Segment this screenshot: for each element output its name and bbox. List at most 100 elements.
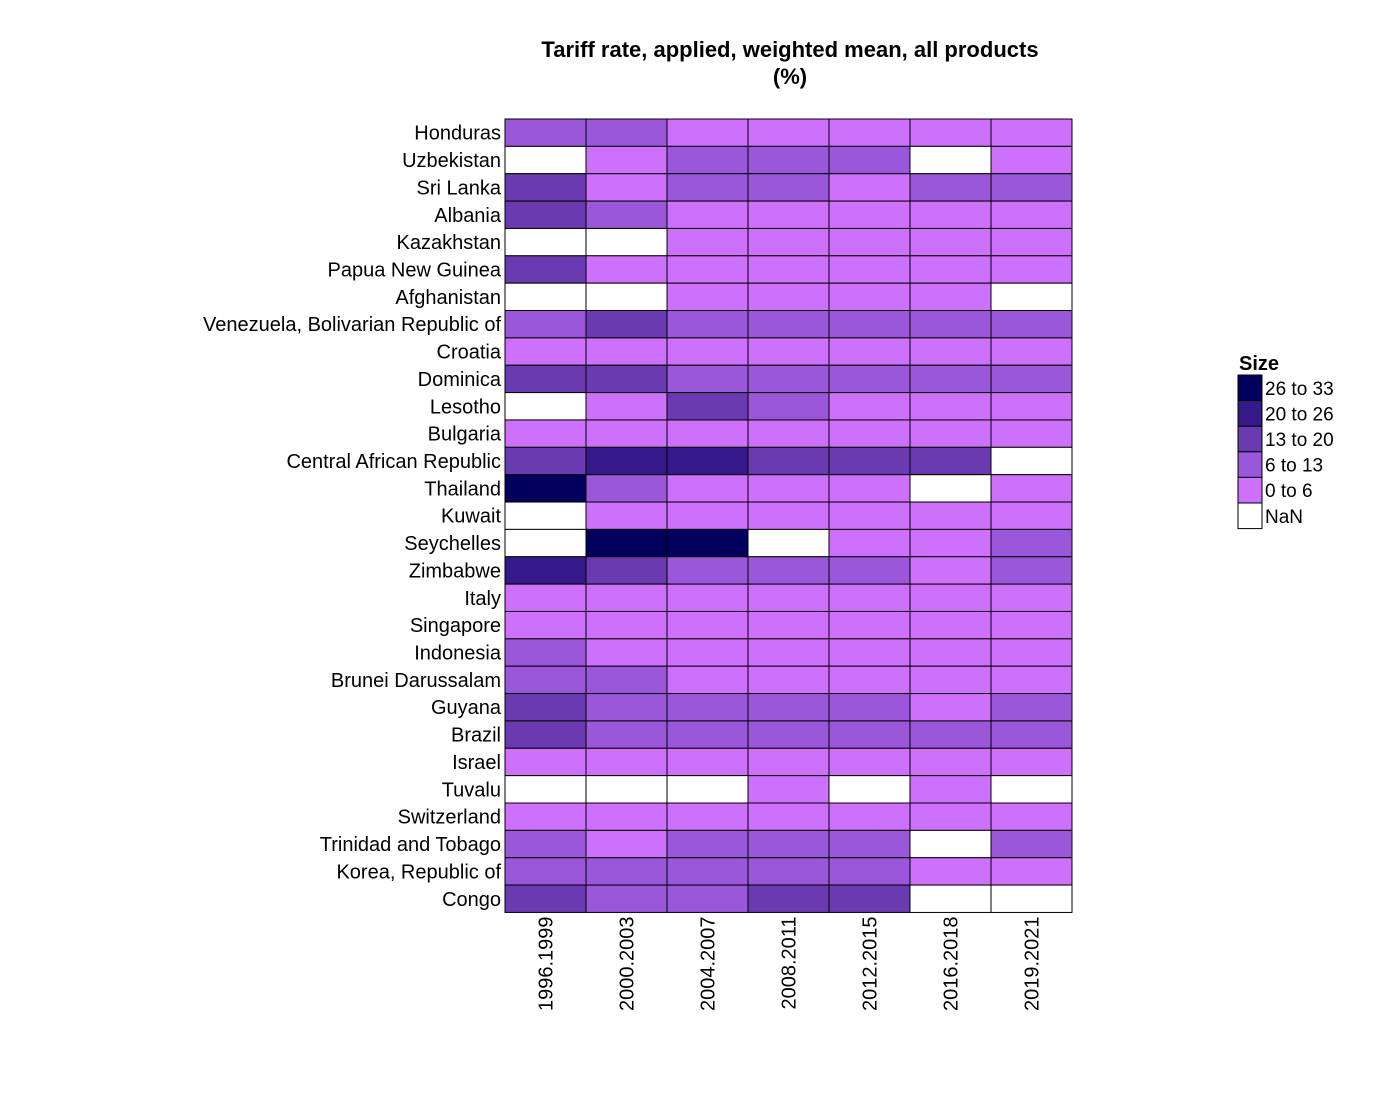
- heatmap-cell: [828, 528, 911, 558]
- heatmap-cell: [990, 720, 1073, 749]
- row-label: Afghanistan: [395, 287, 501, 309]
- row-label: Singapore: [410, 615, 501, 637]
- heatmap-cell: [666, 446, 749, 476]
- heatmap-cell: [504, 145, 587, 175]
- legend-label: NaN: [1265, 507, 1303, 528]
- row-label: Thailand: [424, 478, 501, 500]
- heatmap-cell: [504, 747, 587, 777]
- heatmap-cell: [909, 310, 992, 339]
- heatmap-cell: [585, 720, 668, 749]
- heatmap-cell: [990, 556, 1073, 585]
- heatmap-cell: [666, 693, 749, 722]
- heatmap-cell: [909, 610, 992, 640]
- heatmap-cell: [990, 392, 1073, 421]
- heatmap-cell: [585, 145, 668, 175]
- heatmap-cell: [990, 884, 1073, 913]
- row-label: Uzbekistan: [402, 150, 501, 172]
- heatmap-cell: [747, 720, 830, 749]
- heatmap-cell: [828, 775, 911, 804]
- heatmap-cell: [585, 528, 668, 558]
- legend-label: 6 to 13: [1265, 456, 1323, 477]
- heatmap-cell: [990, 528, 1073, 558]
- legend: Size 26 to 33 20 to 26 13 to 20 6 to 13 0 to…: [1237, 353, 1334, 530]
- heatmap-cell: [504, 310, 587, 339]
- heatmap-cell: [504, 775, 587, 804]
- heatmap-cell: [504, 665, 587, 695]
- heatmap-cell: [747, 583, 830, 612]
- heatmap-cell: [666, 310, 749, 339]
- row-label: Brunei Darussalam: [331, 670, 501, 692]
- heatmap-cell: [828, 747, 911, 777]
- heatmap-cell: [990, 610, 1073, 640]
- row-label: Indonesia: [414, 643, 502, 665]
- heatmap-cell: [909, 118, 992, 147]
- heatmap-cell: [747, 747, 830, 777]
- heatmap-cell: [747, 118, 830, 147]
- heatmap-cell: [504, 802, 587, 831]
- heatmap-cell: [909, 829, 992, 859]
- heatmap-cell: [666, 200, 749, 229]
- legend-swatch: [1237, 400, 1263, 427]
- heatmap-cell: [504, 173, 587, 202]
- heatmap-cell: [666, 528, 749, 558]
- row-label: Kazakhstan: [396, 232, 501, 254]
- heatmap-cell: [909, 392, 992, 421]
- heatmap-cell: [909, 802, 992, 831]
- heatmap-cell: [666, 145, 749, 175]
- heatmap-cell: [990, 638, 1073, 667]
- row-label: Venezuela, Bolivarian Republic of: [203, 314, 501, 336]
- heatmap-cell: [585, 556, 668, 585]
- heatmap-cell: [747, 802, 830, 831]
- heatmap-cell: [585, 337, 668, 366]
- heatmap-cell: [504, 528, 587, 558]
- legend-swatch: [1237, 451, 1263, 478]
- heatmap-cell: [666, 610, 749, 640]
- heatmap-cell: [909, 556, 992, 585]
- heatmap-cell: [909, 419, 992, 448]
- row-label: Sri Lanka: [417, 177, 502, 199]
- heatmap-cell: [585, 173, 668, 202]
- heatmap-cell: [585, 282, 668, 312]
- heatmap-cell: [747, 200, 830, 229]
- heatmap-cell: [585, 610, 668, 640]
- heatmap-cell: [828, 392, 911, 421]
- heatmap-cell: [990, 829, 1073, 859]
- heatmap-cell: [909, 747, 992, 777]
- heatmap-cell: [504, 638, 587, 667]
- column-label: 2004.2007: [698, 916, 720, 1011]
- heatmap-cell: [990, 583, 1073, 612]
- heatmap-cell: [990, 173, 1073, 202]
- heatmap-cell: [909, 145, 992, 175]
- legend-label: 13 to 20: [1265, 430, 1334, 451]
- heatmap-cell: [666, 419, 749, 448]
- heatmap-cell: [504, 610, 587, 640]
- heatmap-cell: [666, 884, 749, 913]
- row-label: Zimbabwe: [409, 560, 501, 582]
- heatmap-cell: [828, 802, 911, 831]
- heatmap-cell: [504, 364, 587, 394]
- heatmap-cell: [747, 173, 830, 202]
- heatmap-cell: [585, 884, 668, 913]
- heatmap-cell: [504, 392, 587, 421]
- heatmap-cell: [909, 501, 992, 530]
- heatmap-cell: [747, 364, 830, 394]
- heatmap-cell: [666, 173, 749, 202]
- heatmap-cell: [990, 200, 1073, 229]
- heatmap-cell: [990, 227, 1073, 257]
- heatmap-cell: [828, 419, 911, 448]
- heatmap-cell: [909, 227, 992, 257]
- column-labels: 1996.1999 2000.2003 2004.2007 2008.2011 2012…: [536, 916, 1044, 1011]
- row-label: Bulgaria: [428, 424, 502, 446]
- heatmap-cell: [909, 255, 992, 284]
- column-label: 2008.2011: [779, 916, 801, 1009]
- heatmap-cell: [504, 857, 587, 886]
- column-label: 2016.2018: [941, 916, 963, 1011]
- heatmap-cell: [828, 556, 911, 585]
- heatmap-cell: [747, 884, 830, 913]
- heatmap-cell: [747, 556, 830, 585]
- heatmap-cell: [909, 884, 992, 913]
- heatmap-cell: [828, 337, 911, 366]
- heatmap-cell: [747, 665, 830, 695]
- heatmap-cells: [504, 118, 1073, 913]
